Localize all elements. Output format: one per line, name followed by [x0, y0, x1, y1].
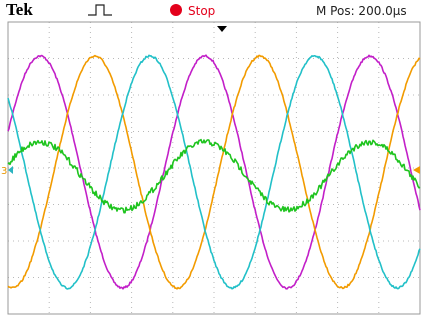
channel-marker: 3: [1, 166, 7, 177]
background: [0, 0, 425, 320]
brand: Tek: [6, 0, 33, 19]
run-status: Stop: [188, 4, 215, 18]
oscilloscope-screen: Tek Stop M Pos: 200.0µs 3: [0, 0, 425, 320]
stop-indicator: [170, 4, 182, 16]
horizontal-position: M Pos: 200.0µs: [316, 4, 407, 18]
